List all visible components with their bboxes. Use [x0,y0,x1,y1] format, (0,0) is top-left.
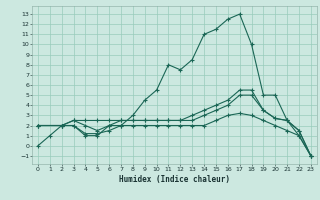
X-axis label: Humidex (Indice chaleur): Humidex (Indice chaleur) [119,175,230,184]
